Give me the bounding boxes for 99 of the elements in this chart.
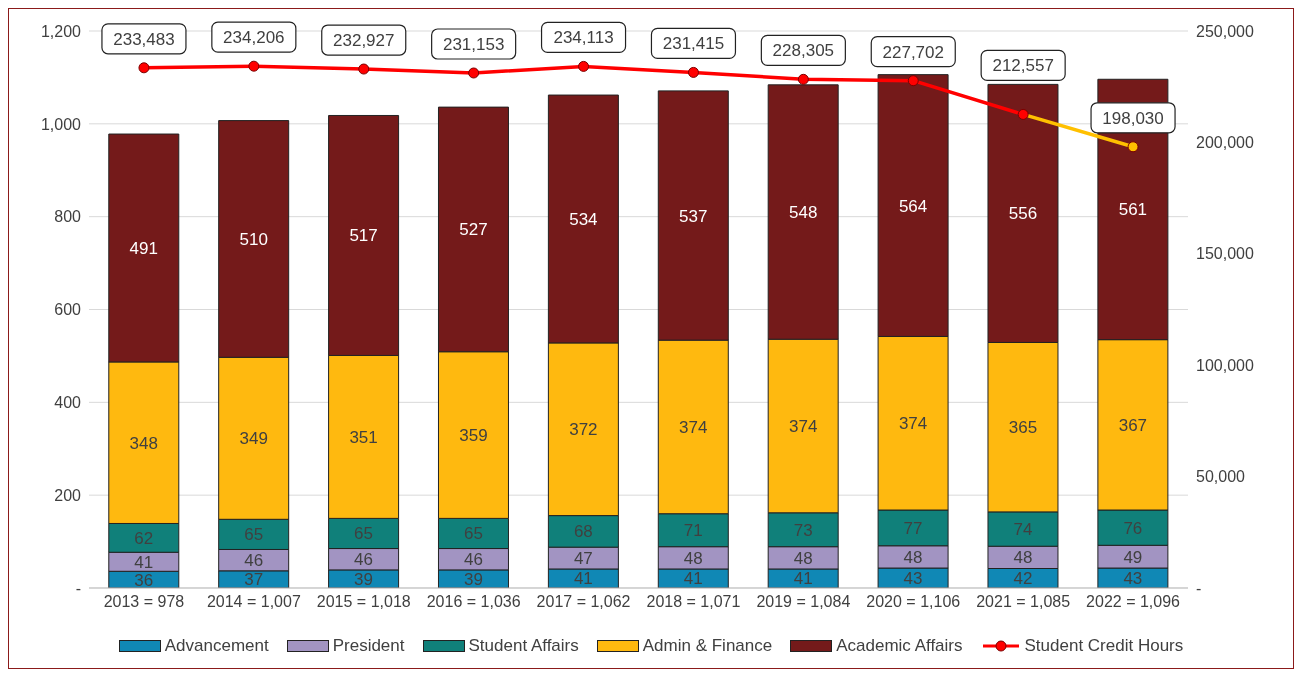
y2-tick-label: 200,000 xyxy=(1196,134,1254,152)
legend-label: Academic Affairs xyxy=(835,636,963,656)
data-label: 76 xyxy=(1123,518,1143,538)
y-tick-label: 800 xyxy=(54,208,82,226)
data-label: 43 xyxy=(903,569,923,589)
data-label: 359 xyxy=(459,426,488,446)
x-tick-label: 2021 = 1,085 xyxy=(976,593,1071,611)
data-label: 564 xyxy=(898,196,928,216)
x-tick-label: 2019 = 1,084 xyxy=(756,593,851,611)
data-label: 42 xyxy=(1013,569,1033,589)
data-label: 41 xyxy=(573,569,593,589)
legend-label: Student Credit Hours xyxy=(1023,636,1184,656)
data-label: 46 xyxy=(244,551,264,571)
y-tick-label: - xyxy=(75,579,81,597)
point xyxy=(797,73,809,85)
point xyxy=(687,66,699,78)
y-tick-label: 1,000 xyxy=(40,115,82,133)
x-tick-label: 2018 = 1,071 xyxy=(646,593,741,611)
data-label: 46 xyxy=(464,550,483,570)
y-tick-label: 600 xyxy=(54,301,82,319)
data-label: 534 xyxy=(569,209,598,229)
data-label: 556 xyxy=(1008,204,1038,224)
data-label: 48 xyxy=(1013,548,1033,568)
data-label: 233,483 xyxy=(113,29,175,49)
data-label: 231,153 xyxy=(442,34,505,54)
data-label: 36 xyxy=(134,570,154,590)
point xyxy=(578,60,590,72)
point xyxy=(248,60,260,72)
data-label: 39 xyxy=(354,569,374,589)
data-label: 374 xyxy=(898,414,928,434)
data-label: 537 xyxy=(679,206,708,226)
data-label: 367 xyxy=(1118,415,1148,435)
x-tick-label: 2017 = 1,062 xyxy=(536,593,631,611)
y-tick-label: 400 xyxy=(54,394,82,412)
x-tick-label: 2015 = 1,018 xyxy=(316,593,411,611)
point xyxy=(907,75,919,87)
data-label: 49 xyxy=(1123,547,1143,567)
data-label: 349 xyxy=(239,429,268,449)
data-label: 41 xyxy=(683,569,703,589)
data-label: 228,305 xyxy=(772,41,835,61)
x-tick-label: 2020 = 1,106 xyxy=(866,593,961,611)
data-label: 548 xyxy=(788,203,818,223)
data-label: 73 xyxy=(793,520,813,540)
data-label: 41 xyxy=(793,569,813,589)
point xyxy=(1017,108,1029,120)
y-tick-label: 1,200 xyxy=(40,22,82,40)
data-label: 231,415 xyxy=(662,34,725,54)
point xyxy=(358,63,370,75)
data-label: 65 xyxy=(464,524,483,544)
data-label: 43 xyxy=(1123,569,1143,589)
y-tick-label: 200 xyxy=(54,486,82,504)
data-label: 39 xyxy=(464,569,483,589)
data-label: 234,206 xyxy=(223,28,285,48)
y2-tick-label: 250,000 xyxy=(1196,22,1254,40)
data-label: 68 xyxy=(573,522,593,542)
data-label: 517 xyxy=(349,226,378,246)
data-label: 41 xyxy=(134,552,154,572)
x-tick-label: 2016 = 1,036 xyxy=(426,593,521,611)
data-label: 374 xyxy=(788,417,818,437)
x-tick-label: 2014 = 1,007 xyxy=(206,593,301,611)
data-label: 65 xyxy=(354,524,374,544)
data-label: 77 xyxy=(903,518,923,538)
data-label: 234,113 xyxy=(553,28,614,48)
y2-tick-label: 100,000 xyxy=(1196,356,1254,374)
data-label: 351 xyxy=(349,427,378,447)
x-tick-label: 2022 = 1,096 xyxy=(1086,593,1181,611)
data-label: 71 xyxy=(683,521,703,541)
data-label: 491 xyxy=(129,239,158,258)
data-label: 232,927 xyxy=(333,31,395,51)
point xyxy=(1127,141,1139,153)
data-label: 62 xyxy=(134,528,154,548)
data-label: 374 xyxy=(679,417,708,437)
y2-tick-label: - xyxy=(1196,579,1202,597)
data-label: 48 xyxy=(793,548,813,568)
data-label: 348 xyxy=(129,433,158,453)
data-label: 561 xyxy=(1118,200,1148,220)
point xyxy=(138,62,150,74)
legend-label: Admin & Finance xyxy=(641,636,773,656)
data-label: 527 xyxy=(459,220,488,240)
data-label: 47 xyxy=(573,549,593,569)
data-label: 510 xyxy=(239,229,268,249)
data-label: 365 xyxy=(1008,418,1038,438)
data-label: 212,557 xyxy=(992,56,1054,76)
point xyxy=(468,67,480,79)
legend-label: President xyxy=(331,636,405,656)
data-label: 46 xyxy=(354,550,374,570)
legend-label: Advancement xyxy=(163,636,269,656)
data-label: 65 xyxy=(244,525,264,545)
y2-tick-label: 50,000 xyxy=(1196,468,1246,486)
data-label: 227,702 xyxy=(882,42,944,62)
data-label: 48 xyxy=(683,548,703,568)
data-label: 37 xyxy=(244,570,264,590)
legend-label: Student Affairs xyxy=(467,636,579,656)
x-tick-label: 2013 = 978 xyxy=(103,593,185,611)
data-label: 372 xyxy=(569,420,598,440)
data-label: 48 xyxy=(903,547,923,567)
data-label: 198,030 xyxy=(1102,108,1164,128)
data-label: 74 xyxy=(1013,520,1033,540)
y2-tick-label: 150,000 xyxy=(1196,245,1254,263)
